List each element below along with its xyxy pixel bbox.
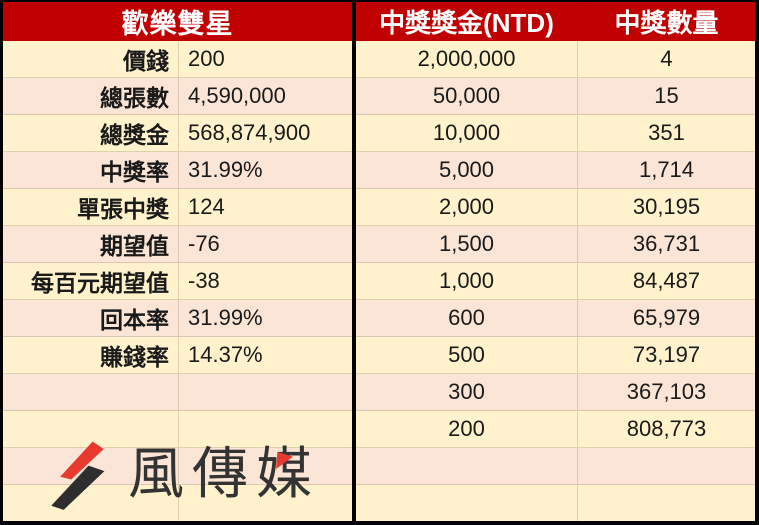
stat-label (3, 448, 179, 484)
prize-count: 1,714 (638, 157, 695, 182)
prize-count: 367,103 (626, 379, 707, 404)
stat-label: 期望值 (3, 226, 179, 262)
storm-media-wordmark: 風傳媒 (128, 442, 320, 505)
stat-label: 中獎率 (3, 152, 179, 188)
table-row: 5,000 1,714 (356, 152, 755, 189)
stat-value: -76 (188, 231, 220, 256)
prize-amount: 2,000,000 (356, 41, 578, 77)
prize-amount: 5,000 (356, 152, 578, 188)
table-row: 500 73,197 (356, 337, 755, 374)
table-row: 1,500 36,731 (356, 226, 755, 263)
stat-label: 單張中獎 (3, 189, 179, 225)
prize-count: 65,979 (632, 305, 701, 330)
prize-count: 351 (648, 120, 685, 145)
table-row: 期望值 -76 (3, 226, 352, 263)
table-row: 價錢 200 (3, 41, 352, 78)
prize-count: 15 (654, 83, 679, 108)
table-row (3, 411, 352, 448)
storm-media-logo: 風傳媒 (48, 432, 358, 516)
stat-value: 124 (188, 194, 225, 219)
prize-amount: 10,000 (356, 115, 578, 151)
stat-value: 4,590,000 (188, 83, 286, 108)
table-row: 1,000 84,487 (356, 263, 755, 300)
prize-count: 808,773 (626, 416, 707, 441)
stat-label (3, 374, 179, 410)
prize-amount (356, 448, 578, 484)
prize-count: 73,197 (632, 342, 701, 367)
table-row (356, 485, 755, 521)
table-row: 單張中獎 124 (3, 189, 352, 226)
prize-amount (356, 485, 578, 521)
table-row: 總張數 4,590,000 (3, 78, 352, 115)
stats-table-title: 歡樂雙星 (3, 2, 352, 41)
table-row: 50,000 15 (356, 78, 755, 115)
stat-value: 31.99% (188, 305, 263, 330)
stat-label: 回本率 (3, 300, 179, 336)
prize-table-body: 2,000,000 4 50,000 15 10,000 351 5,000 1,714 2,0… (356, 41, 755, 521)
prize-amount: 200 (356, 411, 578, 447)
table-row: 10,000 351 (356, 115, 755, 152)
table-row (356, 448, 755, 485)
table-row: 600 65,979 (356, 300, 755, 337)
table-row (3, 448, 352, 485)
prize-amount: 500 (356, 337, 578, 373)
prize-count: 84,487 (632, 268, 701, 293)
prize-table-header-row: 中獎獎金(NTD) 中獎數量 (356, 2, 755, 41)
prize-count: 30,195 (632, 194, 701, 219)
prize-amount: 1,500 (356, 226, 578, 262)
table-row: 賺錢率 14.37% (3, 337, 352, 374)
prize-amount: 600 (356, 300, 578, 336)
prize-count (578, 448, 755, 484)
prize-count: 36,731 (632, 231, 701, 256)
table-row: 2,000 30,195 (356, 189, 755, 226)
table-row: 總獎金 568,874,900 (3, 115, 352, 152)
stat-label: 總張數 (3, 78, 179, 114)
stat-value: 14.37% (188, 342, 263, 367)
stat-value: 568,874,900 (188, 120, 311, 145)
table-row: 中獎率 31.99% (3, 152, 352, 189)
stat-label: 每百元期望值 (3, 263, 179, 299)
prize-amount: 50,000 (356, 78, 578, 114)
prize-amount: 2,000 (356, 189, 578, 225)
table-row: 200 808,773 (356, 411, 755, 448)
table-row (3, 374, 352, 411)
stat-label: 價錢 (3, 41, 179, 77)
prize-amount-column-header: 中獎獎金(NTD) (356, 3, 578, 40)
table-row: 300 367,103 (356, 374, 755, 411)
stat-value: -38 (188, 268, 220, 293)
storm-media-flash-icon (51, 441, 105, 510)
prize-amount: 300 (356, 374, 578, 410)
table-row: 回本率 31.99% (3, 300, 352, 337)
stat-label (3, 411, 179, 447)
table-row: 每百元期望值 -38 (3, 263, 352, 300)
stat-value: 31.99% (188, 157, 263, 182)
prize-count: 4 (660, 46, 673, 71)
prize-count-column-header: 中獎數量 (614, 8, 719, 38)
stats-table-body: 價錢 200 總張數 4,590,000 總獎金 568,874,900 中獎率 31.99%… (3, 41, 352, 521)
stat-label (3, 485, 179, 521)
prize-count (578, 485, 755, 521)
stats-table: 歡樂雙星 價錢 200 總張數 4,590,000 總獎金 568,874,900 中獎率 3… (3, 2, 356, 521)
prize-amount: 1,000 (356, 263, 578, 299)
stat-value (179, 374, 352, 410)
stat-value: 200 (188, 46, 225, 71)
table-row: 2,000,000 4 (356, 41, 755, 78)
prize-table: 中獎獎金(NTD) 中獎數量 2,000,000 4 50,000 15 10,000 3… (356, 2, 755, 521)
stat-label: 總獎金 (3, 115, 179, 151)
stat-label: 賺錢率 (3, 337, 179, 373)
